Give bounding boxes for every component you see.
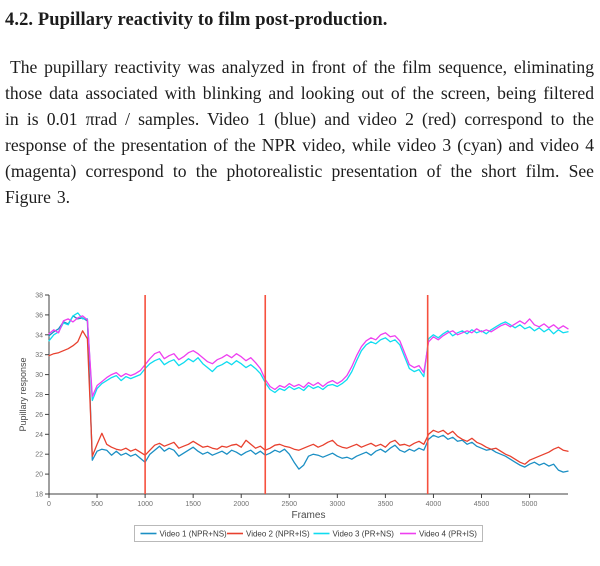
figure-3: 18 20 22 24 26 28 30 32 34 36 38 0 500 1000 1500 2000 25… bbox=[0, 282, 600, 561]
svg-text:1500: 1500 bbox=[185, 501, 201, 508]
svg-text:Frames: Frames bbox=[292, 510, 326, 521]
body-paragraph: The pupillary reactivity was analyzed in… bbox=[5, 57, 594, 207]
svg-text:34: 34 bbox=[35, 332, 43, 339]
svg-text:26: 26 bbox=[35, 412, 43, 419]
svg-text:22: 22 bbox=[35, 452, 43, 459]
paper-page: 4.2. Pupillary reactivity to film post-p… bbox=[0, 10, 600, 561]
svg-text:36: 36 bbox=[35, 312, 43, 319]
svg-text:20: 20 bbox=[35, 472, 43, 479]
svg-text:2000: 2000 bbox=[233, 501, 249, 508]
svg-text:30: 30 bbox=[35, 372, 43, 379]
svg-text:24: 24 bbox=[35, 432, 43, 439]
svg-text:38: 38 bbox=[35, 293, 43, 300]
svg-text:4500: 4500 bbox=[474, 501, 490, 508]
svg-text:5000: 5000 bbox=[522, 501, 538, 508]
svg-text:28: 28 bbox=[35, 392, 43, 399]
svg-text:Pupillary response: Pupillary response bbox=[18, 357, 28, 431]
svg-text:0: 0 bbox=[47, 501, 51, 508]
svg-text:3000: 3000 bbox=[330, 501, 346, 508]
svg-text:Video 1 (NPR+NS): Video 1 (NPR+NS) bbox=[160, 530, 228, 539]
svg-text:2500: 2500 bbox=[281, 501, 297, 508]
svg-text:3500: 3500 bbox=[378, 501, 394, 508]
svg-text:32: 32 bbox=[35, 352, 43, 359]
svg-text:1000: 1000 bbox=[137, 501, 153, 508]
svg-text:Video 2 (NPR+IS): Video 2 (NPR+IS) bbox=[246, 530, 310, 539]
pupillary-response-chart: 18 20 22 24 26 28 30 32 34 36 38 0 500 1000 1500 2000 25… bbox=[18, 293, 569, 542]
svg-text:Video 4 (PR+IS): Video 4 (PR+IS) bbox=[419, 530, 477, 539]
svg-text:Video 3 (PR+NS): Video 3 (PR+NS) bbox=[333, 530, 395, 539]
svg-text:18: 18 bbox=[35, 492, 43, 499]
section-heading: 4.2. Pupillary reactivity to film post-p… bbox=[5, 10, 388, 30]
svg-text:500: 500 bbox=[91, 501, 103, 508]
svg-text:4000: 4000 bbox=[426, 501, 442, 508]
